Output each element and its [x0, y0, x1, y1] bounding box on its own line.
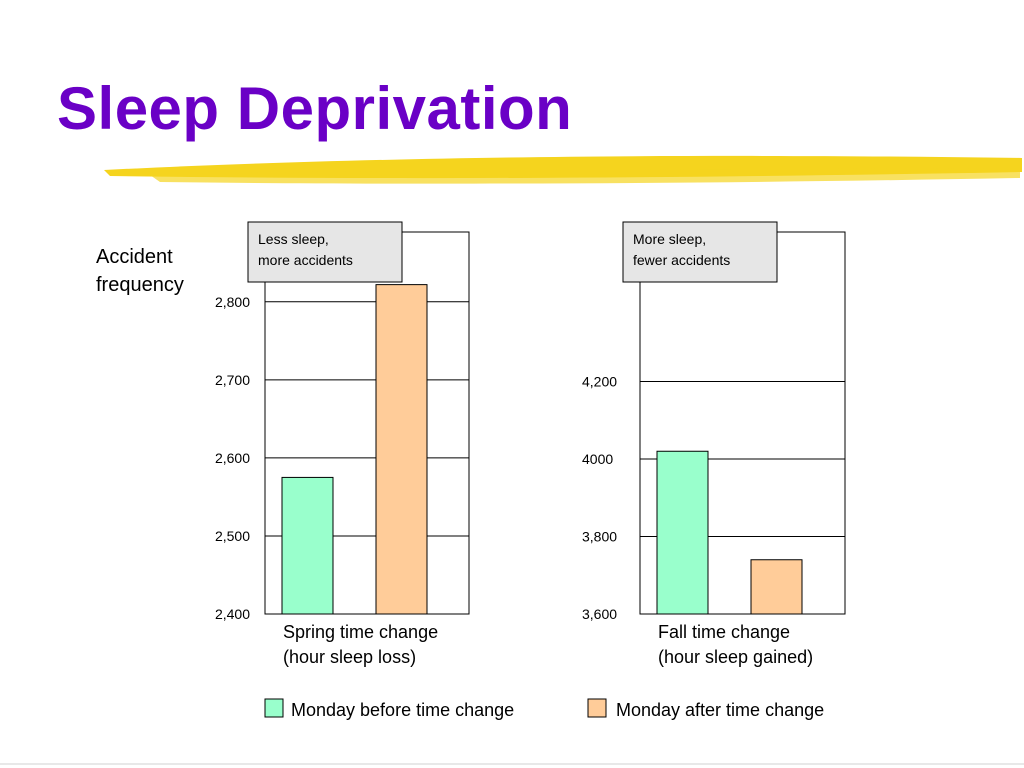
legend-label: Monday after time change: [616, 700, 824, 720]
y-tick-label: 2,600: [215, 450, 250, 466]
page-title: Sleep Deprivation: [57, 75, 573, 142]
legend-swatch: [587, 698, 607, 718]
y-tick-label: 3,600: [582, 606, 617, 622]
y-axis-label: Accident: [96, 246, 173, 268]
title-underline-highlight: [104, 155, 1022, 184]
bar-monday-before: [281, 476, 334, 615]
y-tick-label: 2,800: [215, 294, 250, 310]
annotation-box: [247, 221, 403, 283]
x-axis-label: (hour sleep gained): [658, 647, 813, 667]
y-tick-label: 2,500: [215, 528, 250, 544]
bar-monday-before: [656, 450, 709, 615]
annotation-box: [622, 221, 778, 283]
chart-1: 2,400 2,500 2,600 2,700 2,800 Less sleep, more…: [96, 221, 470, 667]
legend-label: Monday before time change: [291, 700, 514, 720]
y-tick-label: 4000: [582, 451, 613, 467]
y-axis-label: frequency: [96, 274, 184, 296]
x-axis-label: Spring time change: [283, 622, 438, 642]
legend: Monday before time change Monday after ti…: [264, 698, 824, 720]
bar-monday-after: [750, 559, 803, 615]
x-axis-label: (hour sleep loss): [283, 647, 416, 667]
y-tick-label: 4,200: [582, 374, 617, 390]
legend-swatch: [264, 698, 284, 718]
annotation-text: more accidents: [258, 252, 353, 268]
y-tick-label: 2,400: [215, 606, 250, 622]
annotation-text: Less sleep,: [258, 231, 329, 247]
x-axis-label: Fall time change: [658, 622, 790, 642]
annotation-text: More sleep,: [633, 231, 706, 247]
annotation-text: fewer accidents: [633, 252, 730, 268]
y-tick-label: 2,700: [215, 372, 250, 388]
y-tick-label: 3,800: [582, 529, 617, 545]
bar-monday-after: [375, 284, 428, 615]
chart-2: 3,600 3,800 4000 4,200 More sleep, fewer acci…: [582, 221, 846, 667]
